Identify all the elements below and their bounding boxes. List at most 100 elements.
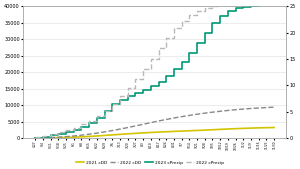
2023 cPrecip xyxy=(272,2,276,4)
2021 cDD xyxy=(249,127,253,129)
2023 cPrecip xyxy=(211,22,214,24)
2022 cDD xyxy=(56,136,60,138)
2023 cPrecip xyxy=(242,6,245,8)
2022 cDD xyxy=(95,132,99,134)
2022 cDD xyxy=(103,131,106,133)
2023 cPrecip xyxy=(41,136,45,138)
2021 cDD xyxy=(265,127,268,129)
2022 cDD xyxy=(64,136,68,138)
2022 cDD xyxy=(118,128,122,130)
2023 cPrecip xyxy=(64,131,68,133)
2022 cPrecip xyxy=(234,0,237,2)
2022 cDD xyxy=(172,117,176,119)
2021 cDD xyxy=(110,134,114,136)
2022 cDD xyxy=(218,110,222,112)
Line: 2022 cDD: 2022 cDD xyxy=(35,107,274,138)
Line: 2023 cPrecip: 2023 cPrecip xyxy=(35,3,274,138)
2022 cPrecip xyxy=(118,95,122,97)
2023 cPrecip xyxy=(118,99,122,101)
2021 cDD xyxy=(226,128,230,130)
2023 cPrecip xyxy=(49,135,52,137)
2021 cDD xyxy=(41,137,45,139)
2021 cDD xyxy=(195,129,199,131)
2022 cPrecip xyxy=(157,47,160,49)
2022 cPrecip xyxy=(164,37,168,39)
2021 cDD xyxy=(257,127,260,129)
2021 cDD xyxy=(180,130,184,132)
Line: 2021 cDD: 2021 cDD xyxy=(35,128,274,138)
2022 cDD xyxy=(234,109,237,111)
2022 cDD xyxy=(126,127,130,129)
2021 cDD xyxy=(134,132,137,134)
2022 cPrecip xyxy=(126,87,130,89)
2021 cDD xyxy=(188,130,191,132)
2022 cDD xyxy=(203,112,207,114)
2022 cPrecip xyxy=(188,14,191,16)
2022 cPrecip xyxy=(149,58,153,60)
2022 cDD xyxy=(242,108,245,110)
2022 cDD xyxy=(87,133,91,135)
2022 cPrecip xyxy=(211,5,214,7)
2023 cPrecip xyxy=(87,122,91,124)
2022 cPrecip xyxy=(64,129,68,131)
2023 cPrecip xyxy=(157,81,160,83)
2023 cPrecip xyxy=(164,75,168,77)
2021 cDD xyxy=(141,132,145,134)
2022 cPrecip xyxy=(203,7,207,9)
2022 cDD xyxy=(249,107,253,110)
2023 cPrecip xyxy=(172,68,176,70)
2022 cDD xyxy=(226,110,230,112)
2023 cPrecip xyxy=(110,103,114,105)
2022 cPrecip xyxy=(72,127,76,129)
2022 cDD xyxy=(41,137,45,139)
2022 cDD xyxy=(257,107,260,109)
2023 cPrecip xyxy=(33,137,37,139)
2021 cDD xyxy=(164,131,168,133)
Line: 2022 cPrecip: 2022 cPrecip xyxy=(35,0,274,137)
2021 cDD xyxy=(218,128,222,130)
2023 cPrecip xyxy=(195,42,199,44)
2021 cDD xyxy=(234,128,237,130)
2021 cDD xyxy=(172,130,176,132)
2021 cDD xyxy=(56,137,60,139)
2023 cPrecip xyxy=(56,133,60,135)
2022 cPrecip xyxy=(134,78,137,80)
2023 cPrecip xyxy=(141,89,145,91)
2022 cDD xyxy=(157,120,160,122)
2022 cDD xyxy=(265,106,268,108)
2022 cPrecip xyxy=(95,115,99,117)
2022 cPrecip xyxy=(56,131,60,133)
2022 cDD xyxy=(164,118,168,120)
2022 cDD xyxy=(110,129,114,131)
2023 cPrecip xyxy=(226,10,230,13)
Legend: 2021 cDD, 2022 cDD, 2023 cPrecip, 2022 cPrecip: 2021 cDD, 2022 cDD, 2023 cPrecip, 2022 c… xyxy=(74,159,226,167)
2023 cPrecip xyxy=(134,92,137,94)
2023 cPrecip xyxy=(72,129,76,131)
2022 cPrecip xyxy=(80,123,83,125)
2022 cDD xyxy=(80,134,83,136)
2023 cPrecip xyxy=(103,110,106,112)
2021 cDD xyxy=(33,137,37,139)
2022 cPrecip xyxy=(141,68,145,70)
2022 cDD xyxy=(195,113,199,115)
2021 cDD xyxy=(272,127,276,129)
2021 cDD xyxy=(49,137,52,139)
2022 cDD xyxy=(72,135,76,137)
2022 cPrecip xyxy=(49,133,52,135)
2021 cDD xyxy=(242,127,245,129)
2023 cPrecip xyxy=(218,15,222,17)
2022 cDD xyxy=(134,125,137,127)
2021 cDD xyxy=(211,129,214,131)
2022 cDD xyxy=(188,114,191,116)
2023 cPrecip xyxy=(180,61,184,63)
2022 cDD xyxy=(33,137,37,139)
2022 cPrecip xyxy=(226,1,230,3)
2022 cPrecip xyxy=(172,27,176,29)
2023 cPrecip xyxy=(95,116,99,118)
2021 cDD xyxy=(80,136,83,138)
2022 cPrecip xyxy=(87,120,91,122)
2022 cPrecip xyxy=(242,0,245,1)
2023 cPrecip xyxy=(188,52,191,54)
2021 cDD xyxy=(64,136,68,138)
2023 cPrecip xyxy=(126,95,130,97)
